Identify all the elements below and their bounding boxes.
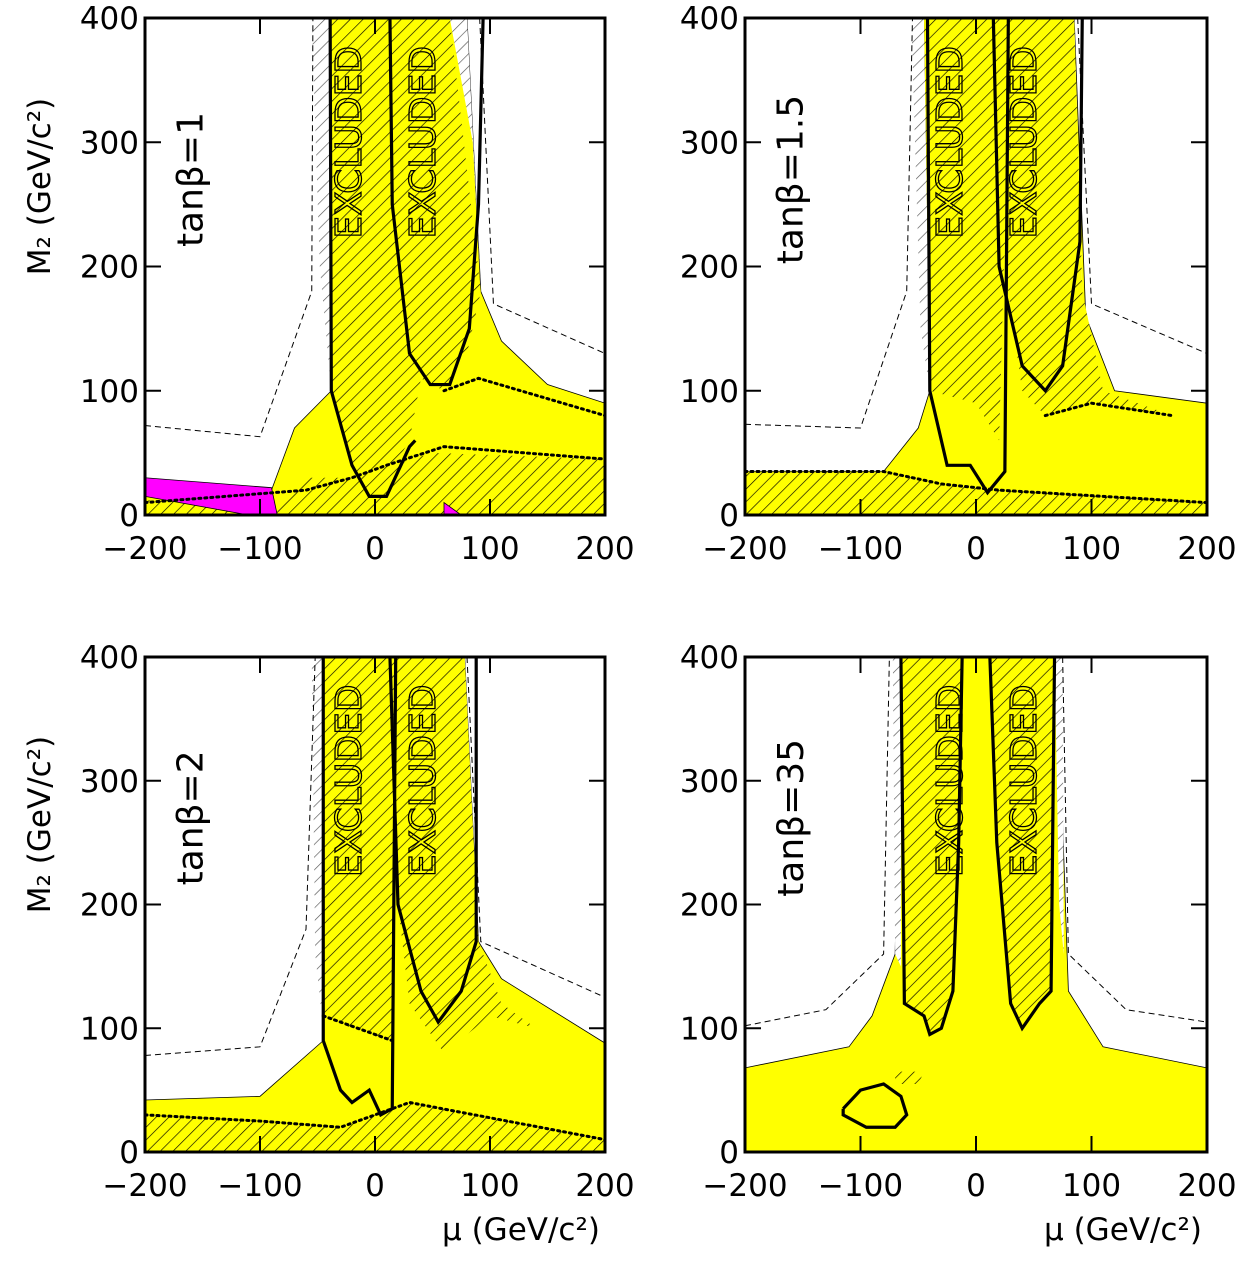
excluded-area [895,1071,925,1084]
y-tick-label: 100 [80,374,139,410]
y-tick-label: 300 [80,764,139,800]
region-label: EXCLUDED [329,46,370,239]
excluded-area [911,18,930,391]
y-tick-label: 400 [80,640,139,676]
plot-area [745,657,1207,1152]
x-tick-label: −100 [217,531,302,567]
plot-area [145,18,605,515]
annotation: tanβ=1 [171,112,212,247]
contour-line [321,1014,394,1043]
contour-line [479,18,605,354]
contour-line [442,376,605,418]
excluded-area [311,18,332,391]
region-label: EXCLUDED [1004,684,1045,877]
y-tick-label: 0 [719,1135,739,1171]
region-label: EXCLUDED [930,684,971,877]
excluded-area [900,657,963,1035]
y-tick-label: 0 [719,498,739,534]
y-tick-label: 400 [680,1,739,37]
x-axis-label: μ (GeV/c²) [1044,1212,1202,1248]
region-label: EXCLUDED [403,46,444,239]
contour-line [745,657,890,1027]
y-tick-label: 300 [80,125,139,161]
excluded-area [389,657,536,1053]
plot-area [745,18,1207,515]
contour-line [841,1082,909,1129]
contour-line [991,18,1084,394]
contour-line [466,657,605,998]
excluded-area [999,18,1173,416]
y-tick-label: 200 [680,250,739,286]
excluded-area [1054,657,1064,954]
x-tick-label: −100 [818,1168,903,1204]
region-label: EXCLUDED [930,46,971,239]
x-tick-label: −100 [818,531,903,567]
region-label: EXCLUDED [1004,46,1045,239]
contour-line [745,470,1207,505]
excluded-area [924,18,1011,441]
x-tick-label: 0 [966,531,986,567]
contour-line [321,657,398,1118]
annotation: tanβ=1.5 [771,95,812,264]
x-tick-label: −200 [702,1168,787,1204]
y-axis-label: M₂ (GeV/c²) [22,98,58,275]
y-tick-label: 400 [80,1,139,37]
x-tick-label: 200 [575,1168,634,1204]
x-tick-label: 0 [966,1168,986,1204]
y-tick-label: 0 [119,498,139,534]
contour-line [145,445,605,505]
x-tick-label: 200 [1177,531,1236,567]
excluded-area [323,657,396,1041]
region-label: EXCLUDED [329,684,370,877]
contour-line [1043,401,1174,418]
contour-line [1062,657,1207,1023]
excluded-area [443,501,462,515]
y-tick-label: 200 [80,250,139,286]
y-tick-label: 300 [680,125,739,161]
x-tick-label: 0 [365,531,385,567]
y-tick-label: 200 [680,888,739,924]
x-tick-label: −200 [102,531,187,567]
contour-line [388,657,478,1026]
annotation: tanβ=2 [171,750,212,885]
y-tick-label: 100 [680,374,739,410]
excluded-area [449,18,481,292]
x-tick-label: 200 [1177,1168,1236,1204]
contour-line [145,1100,605,1142]
y-tick-label: 100 [680,1011,739,1047]
y-tick-label: 400 [680,640,739,676]
x-tick-label: −200 [702,531,787,567]
y-tick-label: 300 [680,764,739,800]
x-tick-label: 0 [365,1168,385,1204]
contour-line [1077,18,1207,354]
x-tick-label: 100 [460,531,519,567]
region-label: EXCLUDED [403,684,444,877]
x-tick-label: 100 [1062,1168,1121,1204]
plot-area [145,657,605,1152]
y-tick-label: 100 [80,1011,139,1047]
contour-line [145,18,314,438]
annotation: tanβ=35 [771,739,812,897]
y-tick-label: 200 [80,888,139,924]
x-tick-label: −100 [217,1168,302,1204]
x-axis-label: μ (GeV/c²) [442,1212,600,1248]
contour-line [328,18,417,498]
y-axis-label: M₂ (GeV/c²) [22,736,58,913]
contour-line [899,657,964,1037]
excluded-area [331,18,481,497]
x-tick-label: 100 [460,1168,519,1204]
excluded-area [892,657,901,967]
x-tick-label: 100 [1062,531,1121,567]
y-tick-label: 0 [119,1135,139,1171]
contour-line [988,657,1057,1032]
contour-line [388,18,485,387]
contour-line [925,18,1010,496]
x-tick-label: 200 [575,531,634,567]
excluded-area [311,657,324,1029]
excluded-area [745,657,1207,1152]
x-tick-label: −200 [102,1168,187,1204]
